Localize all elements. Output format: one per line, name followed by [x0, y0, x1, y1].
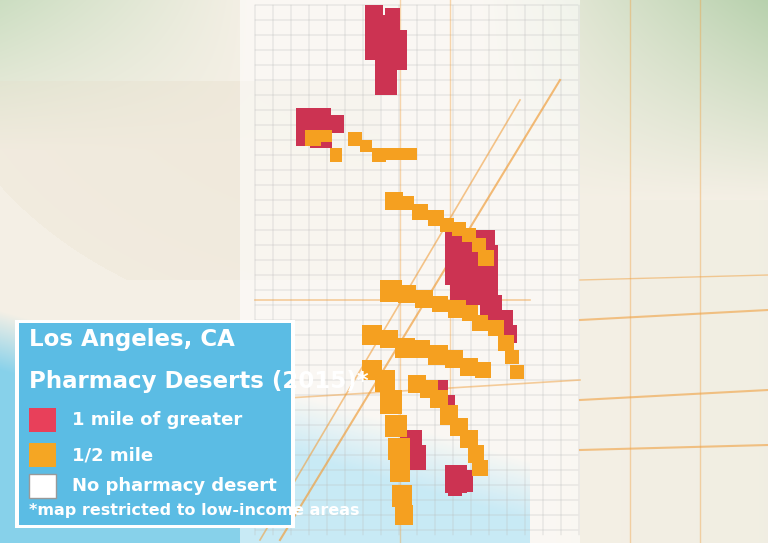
Bar [502, 325, 517, 343]
Bar [296, 108, 331, 146]
Bar [348, 132, 362, 146]
Bar [408, 375, 426, 393]
Bar [462, 305, 478, 321]
Bar [428, 210, 444, 226]
Bar [448, 478, 462, 496]
Bar [380, 330, 398, 348]
Bar [310, 120, 332, 148]
Bar [390, 460, 410, 482]
Bar [360, 140, 372, 152]
Bar [375, 370, 395, 392]
Bar [415, 290, 433, 308]
Bar [305, 130, 321, 146]
Bar [455, 470, 473, 492]
Text: 1/2 mile: 1/2 mile [72, 446, 154, 464]
Bar [430, 390, 448, 408]
Bar [375, 15, 397, 95]
Bar [398, 285, 416, 303]
Bar [362, 325, 382, 345]
Bar [380, 280, 402, 302]
Text: Los Angeles, CA: Los Angeles, CA [29, 329, 235, 351]
Bar [468, 445, 484, 463]
Bar [412, 204, 428, 220]
Bar [395, 338, 415, 358]
Bar [440, 405, 458, 425]
Bar [440, 395, 455, 413]
Text: *map restricted to low-income areas: *map restricted to low-income areas [29, 503, 359, 517]
Bar [432, 296, 448, 312]
Text: Pharmacy Deserts (2015)*: Pharmacy Deserts (2015)* [29, 370, 369, 393]
Bar [450, 418, 468, 436]
Bar [498, 335, 514, 351]
Bar [472, 460, 488, 476]
Bar [480, 295, 502, 323]
Bar [385, 148, 397, 160]
Bar [462, 228, 476, 242]
Bar [445, 230, 495, 285]
Bar [452, 222, 466, 236]
Bar [472, 315, 488, 331]
Bar [460, 358, 478, 376]
Bar [385, 192, 403, 210]
Bar [380, 390, 402, 414]
Bar [405, 148, 417, 160]
Bar [400, 430, 422, 460]
Bar [478, 250, 494, 266]
Bar [395, 505, 413, 525]
Bar [460, 258, 495, 303]
Bar [392, 485, 412, 507]
Text: No pharmacy desert: No pharmacy desert [72, 477, 277, 495]
Bar [395, 148, 407, 160]
Bar [460, 430, 478, 448]
Bar [472, 238, 486, 252]
Text: 1 mile of greater: 1 mile of greater [72, 411, 243, 429]
Bar [445, 350, 463, 368]
Bar [420, 380, 438, 398]
Bar [330, 148, 342, 162]
Bar [430, 380, 448, 402]
Bar [365, 5, 383, 60]
Bar [412, 340, 430, 358]
Bar [388, 438, 410, 460]
Bar [450, 245, 498, 305]
Bar [385, 8, 400, 53]
Bar [448, 300, 466, 318]
Bar [440, 218, 454, 232]
Bar [320, 130, 332, 142]
Bar [330, 115, 344, 133]
Bar [395, 30, 407, 70]
Bar [400, 196, 414, 210]
Bar [29, 408, 55, 432]
Bar [475, 362, 491, 378]
Bar [372, 148, 386, 162]
Bar [428, 345, 448, 365]
Bar [505, 350, 519, 364]
Bar [510, 365, 524, 379]
Bar [385, 415, 407, 437]
Bar [29, 443, 55, 467]
Bar [445, 465, 467, 493]
Bar [362, 360, 382, 380]
Bar [488, 320, 504, 336]
Bar [495, 310, 513, 332]
Bar [408, 445, 426, 470]
Bar [240, 0, 580, 543]
Bar [29, 475, 55, 498]
